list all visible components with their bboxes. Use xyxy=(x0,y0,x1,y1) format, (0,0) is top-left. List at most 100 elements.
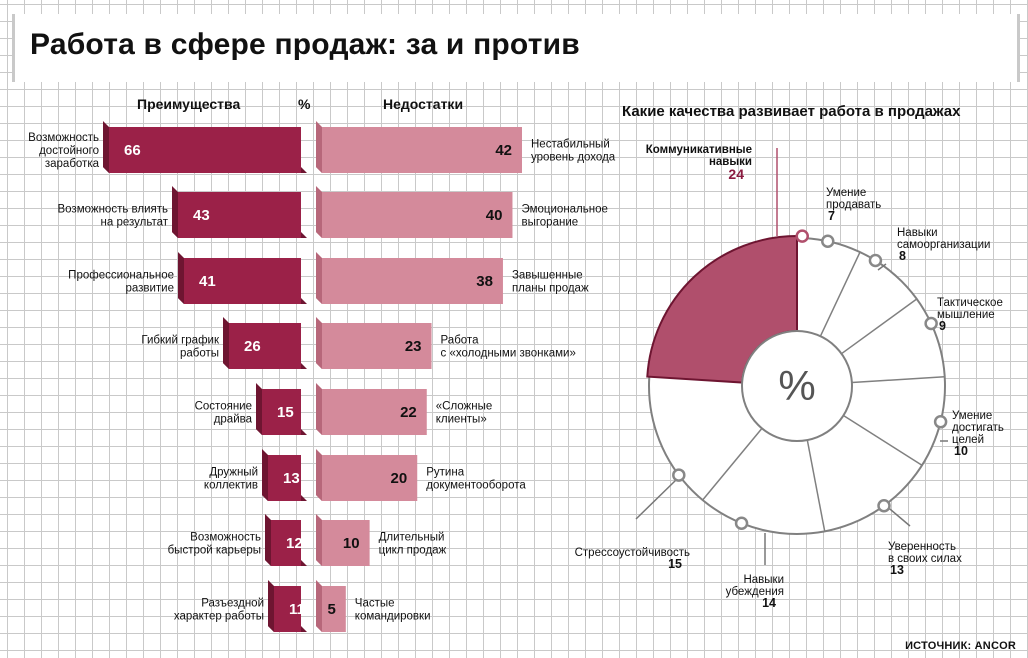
pros-bar-value: 41 xyxy=(199,273,216,290)
donut-slice-label: Навыки убеждения xyxy=(726,574,784,598)
cons-category-label: Рутина документооборота xyxy=(426,467,526,492)
pros-category-label: Состояние драйва xyxy=(195,401,253,426)
pros-bar-value: 26 xyxy=(244,338,261,355)
pros-bar-group: 26 Гибкий график работы xyxy=(141,317,307,369)
cons-bar-value: 40 xyxy=(486,207,503,224)
cons-bar-group: 40 Эмоциональное выгорание xyxy=(316,186,608,238)
cons-bar-side xyxy=(316,514,322,566)
pros-bar-side xyxy=(256,383,262,435)
donut-slice-divider xyxy=(841,298,918,355)
donut-slice-divider xyxy=(843,414,923,466)
pros-category-label-line: достойного xyxy=(39,145,99,157)
pros-category-label-line: заработка xyxy=(45,158,100,170)
cons-bar-side xyxy=(316,186,322,238)
cons-category-label-line: Эмоциональное xyxy=(521,204,607,216)
donut-slice-value: 24 xyxy=(728,166,744,182)
pros-bar xyxy=(271,520,301,566)
cons-bar-group: 23 Работа с «холодными звонками» xyxy=(316,317,576,369)
donut-slice-value: 14 xyxy=(762,596,776,610)
cons-category-label: Частые командировки xyxy=(355,598,431,623)
cons-category-label-line: Нестабильный xyxy=(531,139,610,151)
pros-bar xyxy=(109,127,301,173)
donut-slice-value: 13 xyxy=(890,563,904,577)
pros-category-label: Возможность влиять на результат xyxy=(58,204,169,229)
cons-category-label-line: планы продаж xyxy=(512,283,589,295)
source-note: ИСТОЧНИК: ANCOR xyxy=(905,640,1016,652)
donut-slice-divider xyxy=(851,375,945,384)
cons-category-label: Нестабильный уровень дохода xyxy=(531,139,616,164)
donut-slice-divider xyxy=(702,427,763,501)
pros-category-label: Дружный коллектив xyxy=(204,467,258,492)
cons-category-label: Длительный цикл продаж xyxy=(379,532,447,557)
donut-slice-label-line: в своих силах xyxy=(888,553,962,565)
pros-category-label-line: быстрой карьеры xyxy=(168,545,261,557)
pros-bar-value: 66 xyxy=(124,142,141,159)
donut-slice-label: Стрессоустойчивость xyxy=(575,547,690,559)
pros-category-label-line: Состояние xyxy=(195,401,252,413)
donut-slice-label-line: убеждения xyxy=(726,586,784,598)
cons-bar xyxy=(322,389,427,435)
donut-slice-label-line: Навыки xyxy=(897,227,938,239)
cons-category-label: Завышенные планы продаж xyxy=(512,270,589,295)
cons-bar xyxy=(322,192,513,238)
donut-marker xyxy=(734,516,749,530)
donut-slice-value: 7 xyxy=(828,209,835,223)
donut-slice-label-line: мышление xyxy=(937,309,995,321)
pros-bar xyxy=(229,323,301,369)
pros-bar-group: 43 Возможность влиять на результат xyxy=(58,186,307,238)
cons-bar-side xyxy=(316,121,322,173)
cons-category-label-line: командировки xyxy=(355,611,431,623)
cons-category-label-line: Длительный xyxy=(379,532,445,544)
pros-bar-value: 13 xyxy=(283,470,300,487)
pros-category-label-line: драйва xyxy=(214,414,253,426)
pros-bar xyxy=(268,455,301,501)
pros-bar-value: 43 xyxy=(193,207,210,224)
cons-bar-side xyxy=(316,383,322,435)
donut-slice-label: Умение достигать целей xyxy=(952,410,1004,446)
cons-bar-side xyxy=(316,317,322,369)
pros-category-label-line: на результат xyxy=(101,217,169,229)
donut-title: Какие качества развивает работа в продаж… xyxy=(622,103,961,120)
cons-bar-value: 38 xyxy=(476,273,493,290)
cons-bar-value: 20 xyxy=(391,470,408,487)
pros-bar-side xyxy=(172,186,178,238)
pros-bar xyxy=(184,258,301,304)
pros-category-label-line: развитие xyxy=(125,283,174,295)
cons-bar-group: 5 Частые командировки xyxy=(316,580,431,632)
cons-category-label-line: документооборота xyxy=(426,480,526,492)
pros-bar-value: 12 xyxy=(286,535,303,552)
cons-category-label-line: Работа xyxy=(441,335,480,347)
pros-category-label-line: Дружный xyxy=(209,467,258,479)
pros-bar xyxy=(178,192,301,238)
donut-slice-label-line: Коммуникативные xyxy=(646,144,752,156)
page-title: Работа в сфере продаж: за и против xyxy=(30,28,580,61)
donut-slice-label-line: Умение xyxy=(952,410,992,422)
pros-bar-group: 41 Профессиональное развитие xyxy=(68,252,307,304)
percent-header: % xyxy=(298,96,311,112)
pros-bar xyxy=(274,586,301,632)
pros-category-label-line: коллектив xyxy=(204,480,258,492)
donut-slice-label: Уверенность в своих силах xyxy=(888,541,962,565)
pros-category-label: Возможность достойного заработка xyxy=(28,132,99,170)
donut-slice-divider xyxy=(806,439,826,532)
pros-bar-side xyxy=(265,514,271,566)
pros-bar-value: 15 xyxy=(277,404,294,421)
cons-category-label-line: Рутина xyxy=(426,467,464,479)
donut-slice-label-line: навыки xyxy=(709,156,752,168)
donut-slice-label-line: Стрессоустойчивость xyxy=(575,547,690,559)
cons-bar-group: 38 Завышенные планы продаж xyxy=(316,252,589,304)
donut-slice-label-line: достигать xyxy=(952,422,1004,434)
cons-category-label-line: клиенты» xyxy=(436,414,487,426)
cons-bar xyxy=(322,323,432,369)
cons-category-label-line: Частые xyxy=(355,598,395,610)
pros-category-label-line: Возможность влиять xyxy=(58,204,169,216)
donut-leader-line xyxy=(635,479,677,520)
donut-center-label: % xyxy=(778,362,815,409)
pros-bar-side xyxy=(223,317,229,369)
